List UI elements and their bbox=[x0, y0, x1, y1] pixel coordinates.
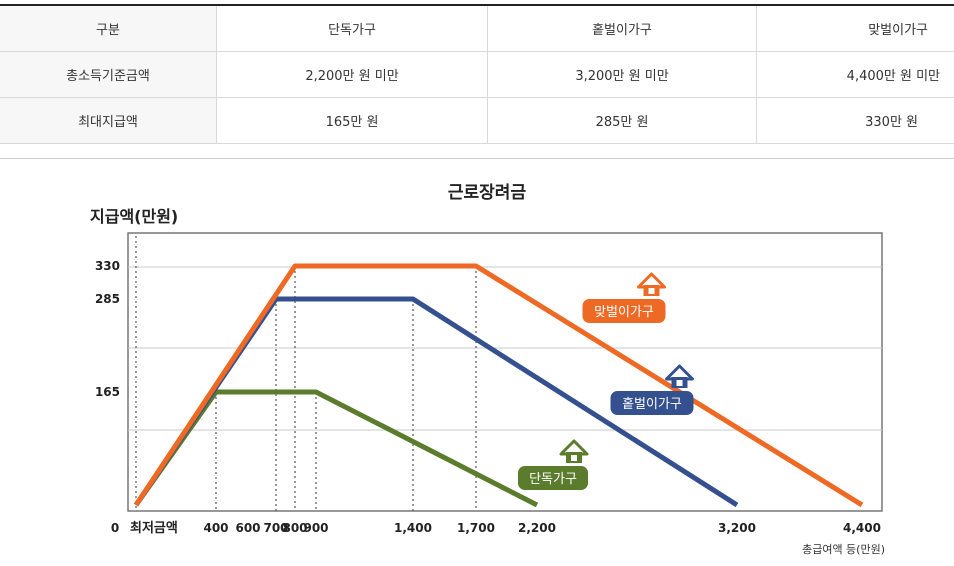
x-tick-label: 1,400 bbox=[394, 521, 432, 535]
table-header-cell: 구분 bbox=[0, 5, 217, 52]
x-tick-label: 700 bbox=[263, 521, 288, 535]
y-tick-label: 330 bbox=[95, 259, 120, 273]
series-name: 홑벌이가구 bbox=[622, 397, 682, 412]
x-tick-label: 800 bbox=[282, 521, 307, 535]
series-label-badge: 맞벌이가구 bbox=[582, 272, 666, 323]
series-line bbox=[133, 263, 864, 508]
badge-background bbox=[582, 299, 666, 323]
table-cell: 총소득기준금액 bbox=[0, 51, 217, 98]
house-icon bbox=[665, 364, 694, 388]
table-cell: 4,400만 원 미만 bbox=[756, 51, 954, 98]
section-divider bbox=[0, 158, 954, 159]
info-table: 구분 단독가구 홑벌이가구 맞벌이가구 총소득기준금액 2,200만 원 미만 … bbox=[0, 4, 954, 144]
table-cell: 3,200만 원 미만 bbox=[487, 51, 757, 98]
min-amount-label: 최저금액 bbox=[130, 521, 178, 536]
x-tick-label: 900 bbox=[303, 521, 328, 535]
x-tick-label: 400 bbox=[203, 521, 228, 535]
table-cell: 165만 원 bbox=[216, 97, 488, 144]
table-cell: 285만 원 bbox=[487, 97, 757, 144]
plot-frame bbox=[127, 232, 883, 512]
origin-label: 0 bbox=[111, 521, 119, 535]
house-icon bbox=[559, 439, 589, 463]
chart-title: 근로장려금 bbox=[448, 183, 527, 203]
x-tick-label: 3,200 bbox=[718, 521, 756, 535]
x-tick-label: 2,200 bbox=[518, 521, 556, 535]
badge-background bbox=[518, 466, 588, 490]
x-tick-label: 1,700 bbox=[457, 521, 495, 535]
table-cell: 2,200만 원 미만 bbox=[216, 51, 488, 98]
house-icon bbox=[637, 272, 666, 296]
y-tick-label: 285 bbox=[95, 292, 120, 306]
series-label-badge: 홑벌이가구 bbox=[610, 364, 694, 415]
x-tick-label: 4,400 bbox=[843, 521, 881, 535]
series-label-badge: 단독가구 bbox=[518, 439, 589, 490]
badge-background bbox=[610, 391, 694, 415]
table-row: 총소득기준금액 2,200만 원 미만 3,200만 원 미만 4,400만 원… bbox=[0, 51, 954, 98]
y-axis-label: 지급액(만원) bbox=[90, 207, 178, 226]
x-tick-label: 600 bbox=[235, 521, 260, 535]
table-header-cell: 홑벌이가구 bbox=[487, 5, 757, 52]
table-cell: 최대지급액 bbox=[0, 97, 217, 144]
table-header-row: 구분 단독가구 홑벌이가구 맞벌이가구 bbox=[0, 5, 954, 52]
table-header-cell: 단독가구 bbox=[216, 5, 488, 52]
table-header-cell: 맞벌이가구 bbox=[756, 5, 954, 52]
table-row: 최대지급액 165만 원 285만 원 330만 원 bbox=[0, 97, 954, 144]
table-cell: 330만 원 bbox=[756, 97, 954, 144]
x-axis-label: 총급여액 등(만원) bbox=[802, 543, 885, 556]
y-tick-label: 165 bbox=[95, 385, 120, 399]
series-name: 단독가구 bbox=[529, 472, 577, 487]
series-name: 맞벌이가구 bbox=[594, 305, 654, 320]
